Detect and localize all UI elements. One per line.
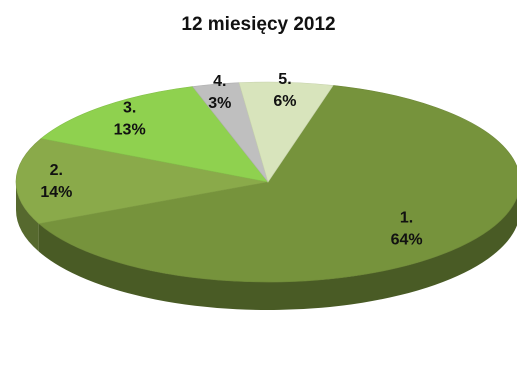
pie-slice-2 bbox=[15, 138, 269, 224]
slice-value-label: 64% bbox=[391, 231, 423, 248]
pie-labels: 1. 64% 2. 14% 3. 13% 4. 3% 5. 6% bbox=[40, 71, 422, 248]
slice-category-label: 1. bbox=[400, 209, 413, 226]
slice-value-label: 6% bbox=[273, 93, 296, 110]
pie-slice-1 bbox=[38, 85, 517, 283]
pie-slice-side-2 bbox=[16, 182, 39, 252]
slice-category-label: 3. bbox=[123, 99, 136, 116]
pie-depth bbox=[16, 182, 517, 310]
slice-value-label: 13% bbox=[114, 121, 146, 138]
pie-slice-5 bbox=[238, 81, 334, 183]
slice-value-label: 3% bbox=[208, 95, 231, 112]
pie-top bbox=[15, 81, 517, 283]
slice-category-label: 5. bbox=[278, 71, 291, 88]
slice-category-label: 2. bbox=[50, 162, 63, 179]
pie-slice-side-1 bbox=[38, 197, 517, 310]
chart-title: 12 miesięcy 2012 bbox=[181, 14, 336, 35]
slice-category-label: 4. bbox=[213, 73, 226, 90]
slice-value-label: 14% bbox=[40, 184, 72, 201]
